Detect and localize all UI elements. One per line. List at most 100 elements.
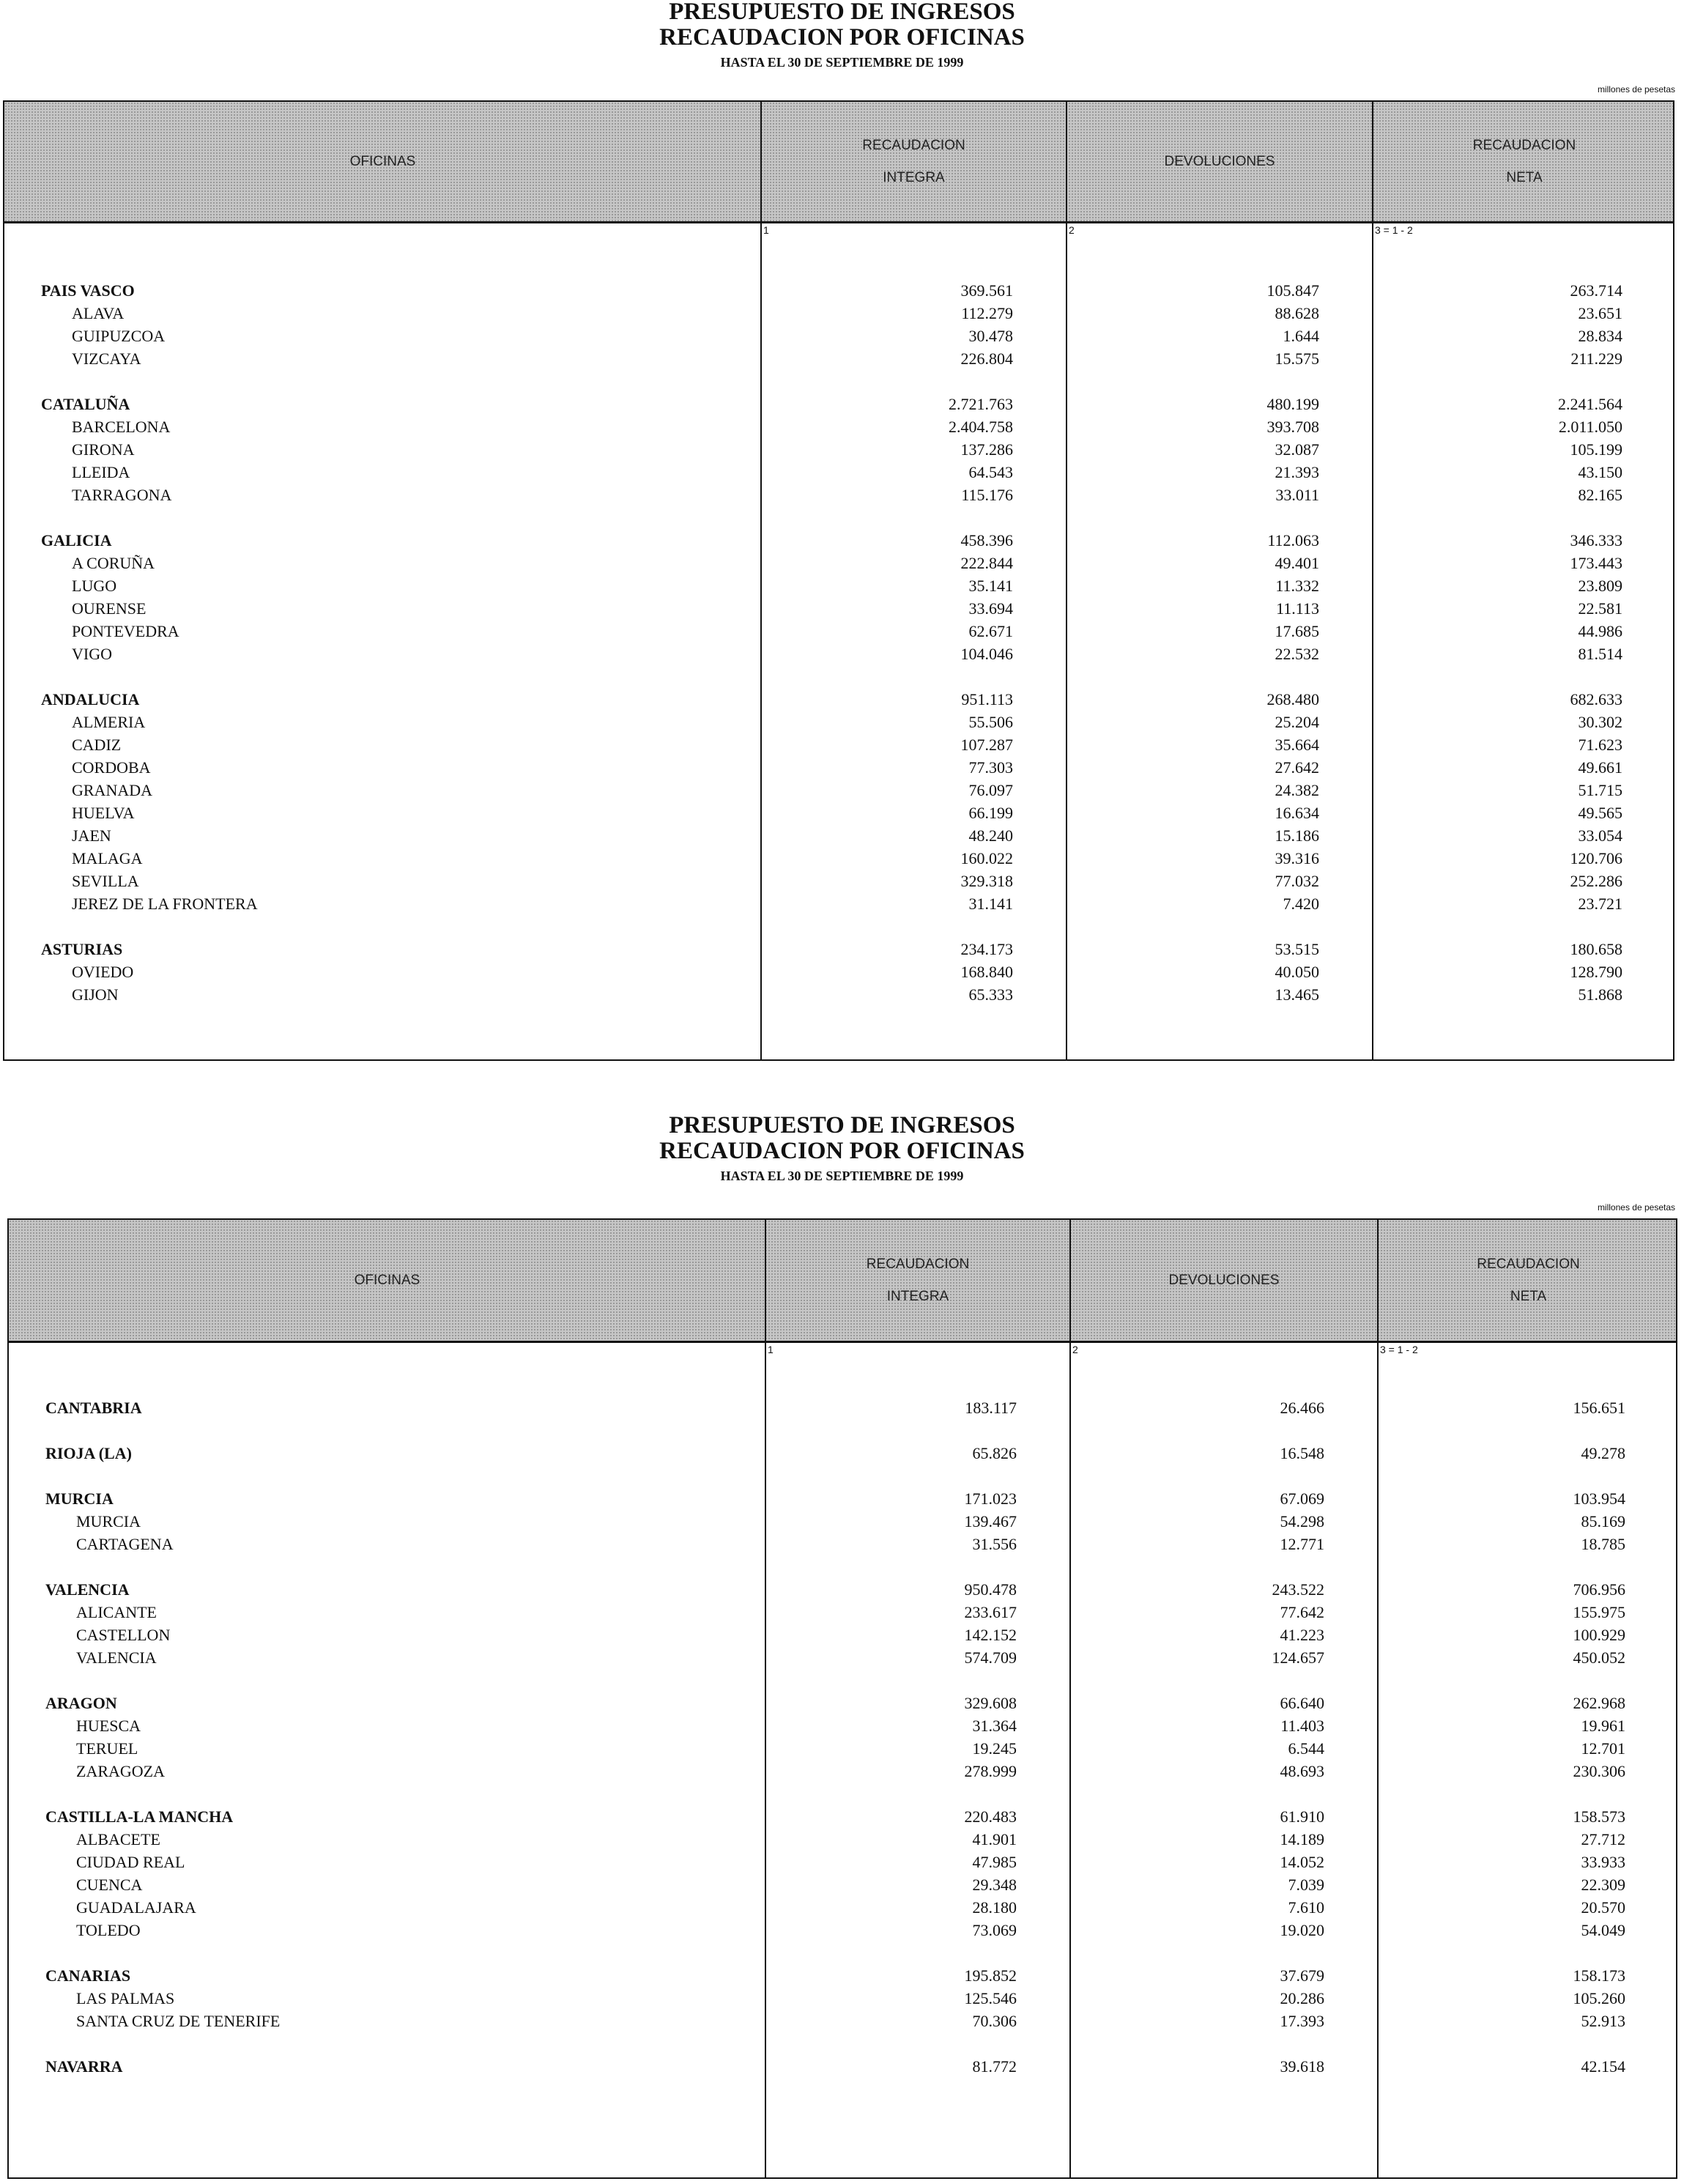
office-name: GALICIA [41, 531, 112, 549]
recaudacion-integra-value: 104.046 [960, 645, 1014, 663]
recaudacion-integra-value: 33.694 [968, 599, 1014, 618]
recaudacion-neta-value: 263.714 [1570, 281, 1623, 300]
office-row: GUIPUZCOA 30.478 1.644 28.834 [4, 325, 1673, 347]
office-name: VIZCAYA [72, 349, 141, 368]
office-row: JEREZ DE LA FRONTERA 31.141 7.420 23.721 [4, 892, 1673, 915]
office-row: TERUEL 19.245 6.544 12.701 [9, 1737, 1676, 1760]
recaudacion-integra-value: 28.180 [972, 1898, 1017, 1917]
office-row: LAS PALMAS 125.546 20.286 105.260 [9, 1987, 1676, 2010]
office-name: ALMERIA [72, 713, 146, 731]
office-row: ALBACETE 41.901 14.189 27.712 [9, 1828, 1676, 1851]
header-recaudacion-integra-text: INTEGRA [886, 1288, 949, 1304]
recaudacion-neta-value: 27.712 [1581, 1830, 1626, 1848]
header-devoluciones-text: DEVOLUCIONES [1168, 1272, 1280, 1288]
recaudacion-integra-value: 77.303 [968, 758, 1014, 777]
recaudacion-integra-value: 31.556 [972, 1535, 1017, 1553]
office-name: GIJON [72, 985, 119, 1004]
header-oficinas: OFICINAS [4, 102, 761, 221]
region-row: PAIS VASCO 369.561 105.847 263.714 [4, 279, 1673, 302]
recaudacion-neta-value: 22.309 [1581, 1876, 1626, 1894]
office-row: TOLEDO 73.069 19.020 54.049 [9, 1919, 1676, 1941]
table-header: OFICINAS RECAUDACION INTEGRA DEVOLUCIONES RE… [9, 1220, 1676, 1343]
report-subtitle: RECAUDACION POR OFICINAS [659, 24, 1025, 51]
header-recaudacion-neta-text: NETA [1510, 1288, 1547, 1304]
office-name: HUELVA [72, 804, 135, 822]
office-name: VALENCIA [76, 1648, 157, 1667]
devoluciones-value: 17.393 [1280, 2012, 1325, 2030]
office-name: JAEN [72, 826, 111, 845]
devoluciones-value: 25.204 [1275, 713, 1320, 731]
office-row: VALENCIA 574.709 124.657 450.052 [9, 1646, 1676, 1669]
recaudacion-neta-value: 120.706 [1570, 849, 1623, 867]
office-name: GUIPUZCOA [72, 327, 166, 345]
recaudacion-integra-value: 195.852 [964, 1966, 1017, 1985]
office-name: LLEIDA [72, 463, 130, 481]
recaudacion-integra-value: 233.617 [964, 1603, 1017, 1621]
recaudacion-integra-value: 31.364 [972, 1717, 1017, 1735]
devoluciones-value: 16.548 [1280, 1444, 1325, 1462]
recaudacion-neta-value: 44.986 [1578, 622, 1623, 640]
recaudacion-integra-value: 574.709 [964, 1648, 1017, 1667]
recaudacion-integra-value: 65.826 [972, 1444, 1017, 1462]
region-row: CANARIAS 195.852 37.679 158.173 [9, 1964, 1676, 1987]
office-row: JAEN 48.240 15.186 33.054 [4, 824, 1673, 847]
office-row: LLEIDA 64.543 21.393 43.150 [4, 461, 1673, 484]
devoluciones-value: 480.199 [1266, 395, 1320, 413]
region-row: VALENCIA 950.478 243.522 706.956 [9, 1578, 1676, 1601]
header-recaudacion-integra-text: INTEGRA [883, 169, 945, 185]
office-row: CADIZ 107.287 35.664 71.623 [4, 733, 1673, 756]
region-row: RIOJA (LA) 65.826 16.548 49.278 [9, 1442, 1676, 1465]
recaudacion-neta-value: 252.286 [1570, 872, 1623, 890]
recaudacion-neta-value: 155.975 [1573, 1603, 1626, 1621]
report-date: HASTA EL 30 DE SEPTIEMBRE DE 1999 [720, 1169, 964, 1183]
devoluciones-value: 16.634 [1275, 804, 1320, 822]
report-date: HASTA EL 30 DE SEPTIEMBRE DE 1999 [720, 55, 964, 70]
recaudacion-neta-value: 100.929 [1573, 1626, 1626, 1644]
devoluciones-value: 7.039 [1288, 1876, 1325, 1894]
office-name: CASTILLA-LA MANCHA [45, 1807, 234, 1826]
devoluciones-value: 77.032 [1275, 872, 1320, 890]
office-row: ALAVA 112.279 88.628 23.651 [4, 302, 1673, 325]
recaudacion-integra-value: 66.199 [968, 804, 1014, 822]
office-row: VIZCAYA 226.804 15.575 211.229 [4, 347, 1673, 370]
office-name: PONTEVEDRA [72, 622, 179, 640]
recaudacion-neta-value: 105.260 [1573, 1989, 1626, 2007]
devoluciones-value: 48.693 [1280, 1762, 1325, 1780]
recaudacion-integra-value: 35.141 [968, 577, 1014, 595]
region-row: CASTILLA-LA MANCHA 220.483 61.910 158.573 [9, 1805, 1676, 1828]
office-name: GUADALAJARA [76, 1898, 196, 1917]
unit-label: millones de pesetas [1597, 84, 1675, 95]
column-divider [1069, 1220, 1071, 2177]
recaudacion-neta-value: 450.052 [1573, 1648, 1626, 1667]
office-name: VIGO [72, 645, 112, 663]
recaudacion-integra-value: 55.506 [968, 713, 1014, 731]
recaudacion-integra-value: 107.287 [960, 736, 1014, 754]
devoluciones-value: 54.298 [1280, 1512, 1325, 1530]
recaudacion-integra-value: 183.117 [965, 1399, 1017, 1417]
column-divider [1066, 102, 1067, 1059]
header-oficinas: OFICINAS [9, 1220, 765, 1341]
office-name: ALICANTE [76, 1603, 157, 1621]
recaudacion-neta-value: 128.790 [1570, 963, 1623, 981]
devoluciones-value: 35.664 [1275, 736, 1320, 754]
office-row: ALMERIA 55.506 25.204 30.302 [4, 711, 1673, 733]
office-name: TERUEL [76, 1739, 138, 1758]
recaudacion-neta-value: 42.154 [1581, 2057, 1626, 2076]
column-divider [1372, 102, 1373, 1059]
recaudacion-neta-value: 230.306 [1573, 1762, 1626, 1780]
recaudacion-integra-value: 2.721.763 [949, 395, 1013, 413]
recaudacion-neta-value: 30.302 [1578, 713, 1623, 731]
office-row: OURENSE 33.694 11.113 22.581 [4, 597, 1673, 620]
recaudacion-integra-value: 115.176 [961, 486, 1013, 504]
office-name: NAVARRA [45, 2057, 123, 2076]
recaudacion-neta-value: 33.933 [1581, 1853, 1626, 1871]
office-row: OVIEDO 168.840 40.050 128.790 [4, 960, 1673, 983]
recaudacion-integra-value: 31.141 [968, 895, 1014, 913]
devoluciones-value: 14.189 [1280, 1830, 1325, 1848]
office-name: MALAGA [72, 849, 143, 867]
recaudacion-integra-value: 64.543 [968, 463, 1014, 481]
recaudacion-neta-value: 23.809 [1578, 577, 1623, 595]
unit-label: millones de pesetas [1597, 1202, 1675, 1213]
office-name: ZARAGOZA [76, 1762, 165, 1780]
recaudacion-neta-value: 19.961 [1581, 1717, 1626, 1735]
